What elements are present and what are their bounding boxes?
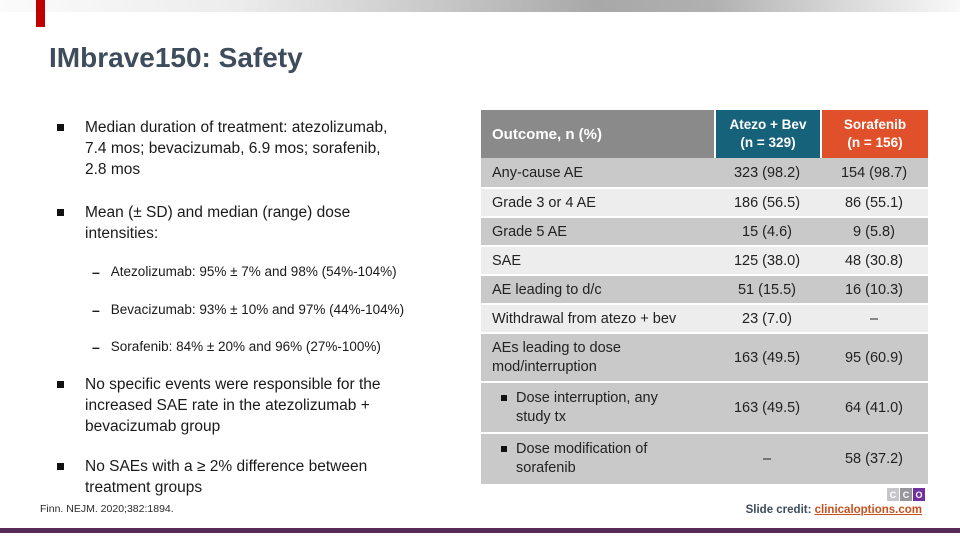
sub-bullet-text: Atezolizumab: 95% ± 7% and 98% (54%-104%… bbox=[110, 264, 397, 279]
row-label: Any-cause AE bbox=[492, 164, 584, 181]
bullet-item-no-specific-events: No specific events were responsible for … bbox=[57, 374, 381, 437]
slide-credit: Slide credit: clinicaloptions.com bbox=[746, 504, 922, 516]
sub-bullet-text: Sorafenib: 84% ± 20% and 96% (27%-100%) bbox=[110, 339, 381, 354]
logo-letter-o: O bbox=[913, 488, 925, 501]
clinicaloptions-link[interactable]: clinicaloptions.com bbox=[814, 504, 922, 516]
table-header-outcome: Outcome, n (%) bbox=[481, 110, 714, 158]
bullet-item-dose-intensities: Mean (± SD) and median (range) dose inte… bbox=[57, 202, 350, 244]
bullet-square-icon bbox=[57, 381, 64, 388]
bullet-item-no-saes: No SAEs with a ≥ 2% difference between t… bbox=[57, 456, 367, 498]
reference-citation: Finn. NEJM. 2020;382:1894. bbox=[40, 503, 174, 515]
bullet-square-icon bbox=[57, 124, 64, 131]
table-header-atezo-bev: Atezo + Bev (n = 329) bbox=[716, 110, 820, 158]
slide-title: IMbrave150: Safety bbox=[49, 42, 303, 73]
sorafenib-value: 64 (41.0) bbox=[844, 399, 904, 416]
slide-credit-label: Slide credit: bbox=[745, 504, 812, 516]
table-row: Grade 3 or 4 AE 186 (56.5) 86 (55.1) bbox=[481, 187, 928, 216]
header-group-name: Atezo + Bev bbox=[729, 117, 807, 132]
safety-table: Outcome, n (%) Atezo + Bev (n = 329) Sor… bbox=[481, 110, 928, 484]
atezo-bev-value: 125 (38.0) bbox=[733, 252, 801, 269]
header-group-n: (n = 156) bbox=[847, 135, 903, 150]
row-label: Grade 3 or 4 AE bbox=[492, 194, 596, 211]
logo-letter-c2: C bbox=[900, 488, 912, 501]
table-row: Dose interruption, any study tx 163 (49.… bbox=[481, 381, 928, 432]
dash-icon: – bbox=[92, 264, 100, 280]
bullet-line: No SAEs with a ≥ 2% difference between bbox=[85, 458, 368, 475]
sorafenib-value: – bbox=[869, 310, 879, 327]
sorafenib-value: 16 (10.3) bbox=[844, 281, 904, 298]
sorafenib-value: 154 (98.7) bbox=[840, 164, 908, 181]
dash-icon: – bbox=[92, 339, 100, 355]
atezo-bev-value: 163 (49.5) bbox=[733, 399, 801, 416]
sorafenib-value: 9 (5.8) bbox=[853, 223, 895, 240]
atezo-bev-value: 186 (56.5) bbox=[733, 194, 801, 211]
atezo-bev-value: – bbox=[762, 451, 772, 467]
table-row: Withdrawal from atezo + bev 23 (7.0) – bbox=[481, 303, 928, 332]
bottom-purple-line bbox=[0, 528, 960, 533]
bullet-line: 2.8 mos bbox=[85, 161, 141, 178]
bullet-line: Median duration of treatment: atezolizum… bbox=[85, 119, 388, 136]
bullet-line: treatment groups bbox=[85, 479, 203, 496]
atezo-bev-value: 163 (49.5) bbox=[733, 349, 801, 366]
table-row: SAE 125 (38.0) 48 (30.8) bbox=[481, 245, 928, 274]
sub-bullet-text: Bevacizumab: 93% ± 10% and 97% (44%-104%… bbox=[110, 302, 405, 317]
bullet-text: No SAEs with a ≥ 2% difference between t… bbox=[85, 456, 367, 498]
sorafenib-value: 95 (60.9) bbox=[844, 349, 904, 366]
logo-letter-c1: C bbox=[887, 488, 899, 501]
table-header-row: Outcome, n (%) Atezo + Bev (n = 329) Sor… bbox=[481, 110, 928, 158]
row-label: Dose interruption, any study tx bbox=[516, 389, 658, 425]
bullet-line: Mean (± SD) and median (range) dose bbox=[85, 204, 351, 221]
row-label: Withdrawal from atezo + bev bbox=[492, 310, 677, 327]
bullet-text: No specific events were responsible for … bbox=[85, 374, 381, 437]
sub-bullet-sorafenib: – Sorafenib: 84% ± 20% and 96% (27%-100%… bbox=[92, 338, 381, 356]
row-label: AEs leading to dose mod/interruption bbox=[492, 339, 621, 375]
bullet-square-icon bbox=[57, 209, 64, 216]
bullet-line: 7.4 mos; bevacizumab, 6.9 mos; sorafenib… bbox=[85, 140, 381, 157]
atezo-bev-value: 51 (15.5) bbox=[737, 281, 797, 298]
row-label: AE leading to d/c bbox=[492, 281, 602, 298]
bullet-text: Mean (± SD) and median (range) dose inte… bbox=[85, 202, 350, 244]
sub-bullet-atezolizumab: – Atezolizumab: 95% ± 7% and 98% (54%-10… bbox=[92, 263, 397, 281]
table-row: AEs leading to dose mod/interruption 163… bbox=[481, 332, 928, 381]
table-row: Dose modification of sorafenib – 58 (37.… bbox=[481, 432, 928, 484]
bullet-text: Median duration of treatment: atezolizum… bbox=[85, 117, 387, 180]
row-label: Dose modification of sorafenib bbox=[516, 441, 648, 476]
bullet-line: increased SAE rate in the atezolizumab + bbox=[85, 397, 370, 414]
row-label: Grade 5 AE bbox=[492, 223, 567, 240]
bullet-square-icon bbox=[501, 446, 507, 452]
sorafenib-value: 48 (30.8) bbox=[844, 252, 904, 269]
table-row: Any-cause AE 323 (98.2) 154 (98.7) bbox=[481, 158, 928, 187]
bullet-square-icon bbox=[57, 463, 64, 470]
cco-logo: C C O bbox=[886, 488, 925, 501]
red-accent-tab bbox=[36, 0, 45, 27]
table-row: AE leading to d/c 51 (15.5) 16 (10.3) bbox=[481, 274, 928, 303]
bullet-line: bevacizumab group bbox=[85, 418, 221, 435]
dash-icon: – bbox=[92, 302, 100, 318]
sorafenib-value: 86 (55.1) bbox=[844, 194, 904, 211]
bullet-item-median-duration: Median duration of treatment: atezolizum… bbox=[57, 117, 387, 180]
bullet-square-icon bbox=[501, 394, 507, 401]
bullet-line: intensities: bbox=[85, 225, 159, 242]
sub-bullet-bevacizumab: – Bevacizumab: 93% ± 10% and 97% (44%-10… bbox=[92, 301, 404, 319]
row-label: SAE bbox=[492, 252, 522, 269]
top-gradient-bar bbox=[0, 0, 960, 12]
sorafenib-value: 58 (37.2) bbox=[844, 451, 904, 467]
atezo-bev-value: 323 (98.2) bbox=[733, 164, 801, 181]
bullet-line: No specific events were responsible for … bbox=[85, 376, 381, 393]
table-header-sorafenib: Sorafenib (n = 156) bbox=[822, 110, 928, 158]
header-group-name: Sorafenib bbox=[843, 117, 907, 132]
atezo-bev-value: 23 (7.0) bbox=[742, 310, 792, 327]
atezo-bev-value: 15 (4.6) bbox=[742, 223, 792, 240]
table-row: Grade 5 AE 15 (4.6) 9 (5.8) bbox=[481, 216, 928, 245]
header-group-n: (n = 329) bbox=[740, 135, 796, 150]
